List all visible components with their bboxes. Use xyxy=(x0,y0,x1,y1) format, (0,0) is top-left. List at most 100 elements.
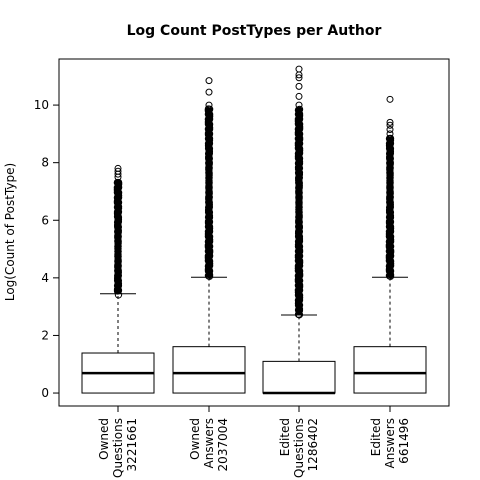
outlier-point xyxy=(386,198,394,207)
outlier-point xyxy=(205,235,214,244)
outlier-point xyxy=(114,178,123,187)
outlier-point xyxy=(204,241,213,249)
outlier-point xyxy=(205,101,213,109)
outlier-point xyxy=(114,261,122,270)
outlier-point xyxy=(386,164,394,172)
outlier-column xyxy=(114,179,122,294)
outlier-point xyxy=(205,169,213,177)
outlier-point xyxy=(204,203,213,212)
outlier-point xyxy=(114,202,123,211)
outlier-point xyxy=(385,237,394,246)
y-tick-label: 2 xyxy=(41,328,49,342)
outlier-point xyxy=(386,169,394,177)
outlier-point xyxy=(204,125,213,133)
outlier-point xyxy=(204,105,213,113)
outlier-point xyxy=(294,275,303,284)
outlier-point xyxy=(204,265,213,273)
outlier-point xyxy=(204,252,213,260)
outlier-point xyxy=(385,153,394,161)
x-category-label: Edited xyxy=(369,418,383,456)
outlier-point xyxy=(386,188,394,196)
outlier-point xyxy=(294,251,303,260)
x-category-label: Questions xyxy=(111,418,125,478)
outlier-point xyxy=(294,115,303,123)
outlier-point xyxy=(205,134,214,143)
outlier-point xyxy=(294,163,303,172)
outlier-point xyxy=(205,212,214,220)
outlier-point xyxy=(294,299,303,308)
outlier-point xyxy=(386,257,395,265)
outlier-point xyxy=(295,246,304,254)
outlier-point xyxy=(295,232,304,241)
y-tick-label: 4 xyxy=(41,271,49,285)
x-category-label: 1286402 xyxy=(306,418,320,471)
outlier-point xyxy=(205,247,214,255)
outlier-point xyxy=(114,232,122,240)
outlier-point xyxy=(386,212,395,220)
outlier-point xyxy=(295,130,304,138)
outlier-point xyxy=(295,182,303,190)
outlier-point xyxy=(205,222,214,231)
plot-frame xyxy=(58,58,450,407)
x-category-label: Questions xyxy=(292,418,306,478)
outlier-point xyxy=(205,198,213,207)
outlier-point xyxy=(114,272,122,280)
outlier-point xyxy=(205,177,213,185)
x-axis-labels: Owned Questions 3221661 Owned Answers 2037004… xyxy=(97,406,411,478)
outlier-point xyxy=(295,305,304,313)
outlier-point xyxy=(294,262,303,270)
outlier-point xyxy=(114,245,122,253)
outlier-point xyxy=(386,147,395,156)
outlier-point xyxy=(386,126,394,134)
outlier-point xyxy=(385,252,394,260)
outlier-point xyxy=(386,174,394,182)
outlier-point xyxy=(205,158,213,167)
outlier-point xyxy=(114,167,122,175)
outlier-point xyxy=(295,101,303,109)
outlier-point xyxy=(205,270,214,279)
outlier-point xyxy=(205,171,213,179)
outlier-point xyxy=(205,188,213,196)
outlier-point xyxy=(204,129,213,137)
boxes-group xyxy=(81,65,427,395)
x-category-label: Owned xyxy=(188,418,202,460)
outlier-point xyxy=(295,205,303,214)
outlier-point xyxy=(204,237,213,246)
outlier-point xyxy=(205,164,213,172)
outlier-point xyxy=(295,208,303,217)
outlier-point xyxy=(385,241,394,249)
iqr-box xyxy=(353,346,427,394)
outlier-point xyxy=(386,130,394,138)
outlier-point xyxy=(114,256,122,264)
outlier-point xyxy=(385,228,394,236)
outlier-point xyxy=(295,211,303,219)
y-tick-label: 0 xyxy=(41,386,49,400)
outlier-point xyxy=(295,281,304,289)
y-tick-label: 6 xyxy=(41,213,49,227)
outlier-point xyxy=(295,65,303,73)
outlier-point xyxy=(114,291,123,299)
outlier-point xyxy=(385,206,394,214)
outlier-point xyxy=(295,291,304,300)
outlier-point xyxy=(295,105,304,114)
outlier-point xyxy=(386,121,394,129)
x-category-label: 661496 xyxy=(397,418,411,464)
outlier-point xyxy=(295,169,304,177)
outlier-point xyxy=(386,179,394,187)
outlier-point xyxy=(295,82,303,90)
outlier-point xyxy=(204,140,213,148)
outlier-point xyxy=(205,110,214,119)
y-tick-label: 8 xyxy=(41,156,49,170)
outlier-point xyxy=(205,182,213,191)
chart-title: Log Count PostTypes per Author xyxy=(127,23,382,39)
x-category-label: Edited xyxy=(278,418,292,456)
outlier-point xyxy=(205,77,213,85)
outlier-point xyxy=(386,177,394,185)
outlier-point xyxy=(114,213,123,221)
outlier-point xyxy=(294,106,303,114)
iqr-box xyxy=(172,346,246,394)
outlier-point xyxy=(295,217,303,225)
outlier-point xyxy=(386,171,394,179)
outlier-point xyxy=(114,164,122,172)
